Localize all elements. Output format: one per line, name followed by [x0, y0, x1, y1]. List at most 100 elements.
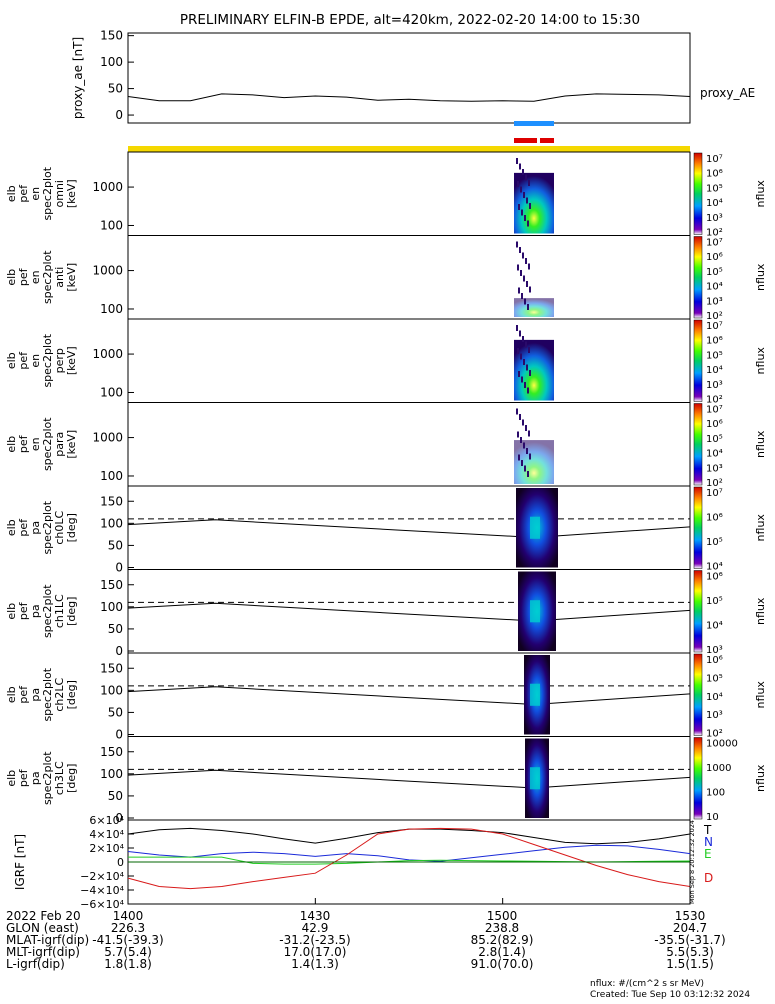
panel-ytick-label: 100	[100, 218, 123, 232]
colorbar-tick-label: 10⁵	[706, 434, 723, 445]
colorbar-tick-label: 10⁴	[706, 449, 723, 460]
colorbar-tick-label: 10⁵	[706, 267, 723, 278]
panel-ytick-label: 1000	[92, 180, 123, 194]
colorbar-tick-label: 10²	[706, 729, 723, 740]
science-zone-red-bar-1	[514, 138, 537, 143]
colorbar-tick-label: 10⁴	[706, 621, 723, 632]
panel-ytick-label: 150	[100, 745, 123, 759]
colorbar-tick-label: 10³	[706, 380, 723, 391]
ae-ylabel: proxy_ae [nT]	[71, 37, 85, 119]
spectrogram-speckle	[526, 281, 528, 287]
spectrogram-flux-region	[514, 440, 554, 484]
spectrogram-speckle	[529, 286, 531, 293]
igrf-legend-E: E	[704, 847, 712, 861]
colorbar-tick-label: 10⁴	[706, 282, 723, 293]
spectrogram-flux-region	[514, 172, 554, 234]
pitch-angle-panel-3: elb pef pa spec2plot ch3LC [deg] 150 100 50 0 1000…	[5, 736, 767, 825]
panel-ylabel-line: elb	[5, 519, 18, 536]
panel-ylabel-line: ch0LC	[53, 511, 66, 545]
colorbar-tick-label: 10⁵	[706, 673, 723, 684]
panel-ytick-label: 0	[115, 561, 123, 575]
colorbar-tick-label: 10⁶	[706, 419, 723, 430]
colorbar-tick-label: 10⁵	[706, 183, 723, 194]
colorbar-tick-label: 100	[706, 788, 725, 799]
colorbar-label: nflux	[754, 430, 767, 458]
panel-ylabel-line: pef	[17, 768, 30, 787]
science-zone-red-bar-2	[540, 138, 554, 143]
panel-ytick-label: 0	[115, 728, 123, 742]
colorbar-label: nflux	[754, 681, 767, 709]
footer-row-value: 226.3	[111, 921, 145, 935]
igrf-ytick-label: 2×10⁴	[89, 842, 124, 855]
panel-ylabel-line: pa	[29, 688, 42, 702]
panel-ylabel-line: omni	[53, 180, 66, 207]
spectrogram-speckle	[524, 465, 526, 472]
colorbar-tick-label: 10³	[706, 645, 723, 656]
spectrogram-speckle	[522, 252, 524, 259]
panel-ylabel-line: anti	[53, 267, 66, 288]
spectrogram-speckle	[525, 341, 527, 348]
panel-ytick-label: 0	[115, 811, 123, 825]
igrf-legend-D: D	[704, 871, 713, 885]
stacked-panels: elb pef en spec2plot omni [keV] 100010010⁷10⁶1…	[5, 151, 767, 825]
ae-ytick-label: 0	[115, 108, 123, 122]
colorbar-tick-label: 10²	[706, 228, 723, 239]
pa-flux-core	[530, 516, 540, 539]
spectrogram-speckle	[518, 204, 520, 210]
panel-ylabel-line: pa	[29, 771, 42, 785]
igrf-ytick-label: 0	[117, 856, 124, 869]
ae-ytick-label: 50	[108, 82, 123, 96]
spectrogram-speckle	[517, 348, 519, 354]
footer-ephemeris: 2022 Feb 20 1400 1430 1500 1530 GLON (east) 22…	[6, 898, 726, 971]
panel-ylabel-line: ch1LC	[53, 594, 66, 628]
colorbar-label: nflux	[754, 347, 767, 375]
panel-frame	[127, 151, 691, 236]
panel-ylabel-line: [deg]	[65, 597, 78, 626]
footer-row-value: -31.2(-23.5)	[279, 933, 350, 947]
spectrogram-speckle	[528, 430, 530, 437]
panel-ytick-label: 100	[100, 683, 123, 697]
ae-ytick-label: 150	[100, 29, 123, 43]
pa-flux-core	[530, 683, 540, 706]
footer-row-label: MLAT-igrf(dip)	[6, 933, 89, 947]
spectrogram-panel-2: elb pef en spec2plot perp [keV] 1000 100 10⁷ 10⁶ 1…	[5, 318, 767, 406]
colorbar-tick-label: 10⁷	[706, 238, 723, 249]
panel-ylabel-line: elb	[5, 686, 18, 703]
spectrogram-speckle	[520, 270, 522, 276]
panel-ylabel-line: elb	[5, 185, 18, 202]
spectrogram-speckle	[517, 264, 519, 271]
panel-ytick-label: 1000	[92, 431, 123, 445]
panel-ylabel-line: spec2plot	[41, 751, 54, 805]
panel-ylabel-line: elb	[5, 352, 18, 369]
footer-row-value: 1430	[300, 909, 331, 923]
igrf-ytick-label: −6×10⁴	[80, 898, 124, 911]
panel-ylabel-line: [keV]	[65, 179, 78, 208]
spectrogram-speckle	[525, 174, 527, 181]
colorbar-tick-label: 10⁷	[706, 405, 723, 416]
spectrogram-speckle	[519, 163, 521, 170]
footer-row-value: 85.2(82.9)	[471, 933, 534, 947]
panel-ylabel-line: [keV]	[65, 430, 78, 459]
colorbar-tick-label: 10²	[706, 395, 723, 406]
colorbar-tick-label: 10000	[706, 739, 738, 750]
spectrogram-speckle	[521, 293, 523, 299]
colorbar-tick-label: 10⁴	[706, 692, 723, 703]
spectrogram-speckle	[522, 336, 524, 342]
panel-frame	[127, 235, 691, 320]
colorbar-tick-label: 10²	[706, 478, 723, 489]
mode-yellow-bar	[128, 146, 690, 152]
spectrogram-speckle	[517, 431, 519, 438]
panel-ylabel-line: spec2plot	[41, 250, 54, 304]
colorbar-tick-label: 10⁵	[706, 596, 723, 607]
igrf-ytick-label: −2×10⁴	[80, 870, 124, 883]
panel-ytick-label: 1000	[92, 264, 123, 278]
spectrogram-panel-0: elb pef en spec2plot omni [keV] 1000 100 10⁷ 10⁶ 1…	[5, 151, 767, 239]
panel-ylabel-line: spec2plot	[41, 333, 54, 387]
panel-ylabel-line: para	[53, 432, 66, 457]
pitch-angle-panel-0: elb pef pa spec2plot ch0LC [deg] 150 100 50 0 10⁷ 1…	[5, 485, 767, 575]
loss-cone-solid-line	[127, 686, 691, 705]
panel-frame	[127, 402, 691, 487]
igrf-legend-N: N	[704, 835, 713, 849]
